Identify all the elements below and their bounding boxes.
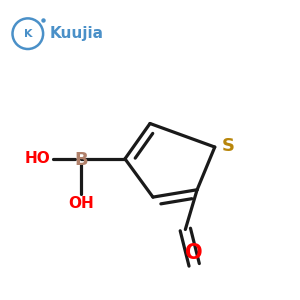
Text: K: K <box>24 29 32 39</box>
Text: OH: OH <box>68 196 94 211</box>
Text: O: O <box>185 243 203 263</box>
Text: B: B <box>74 151 88 169</box>
Text: Kuujia: Kuujia <box>50 26 104 40</box>
Text: HO: HO <box>25 151 50 166</box>
Text: S: S <box>221 137 234 155</box>
